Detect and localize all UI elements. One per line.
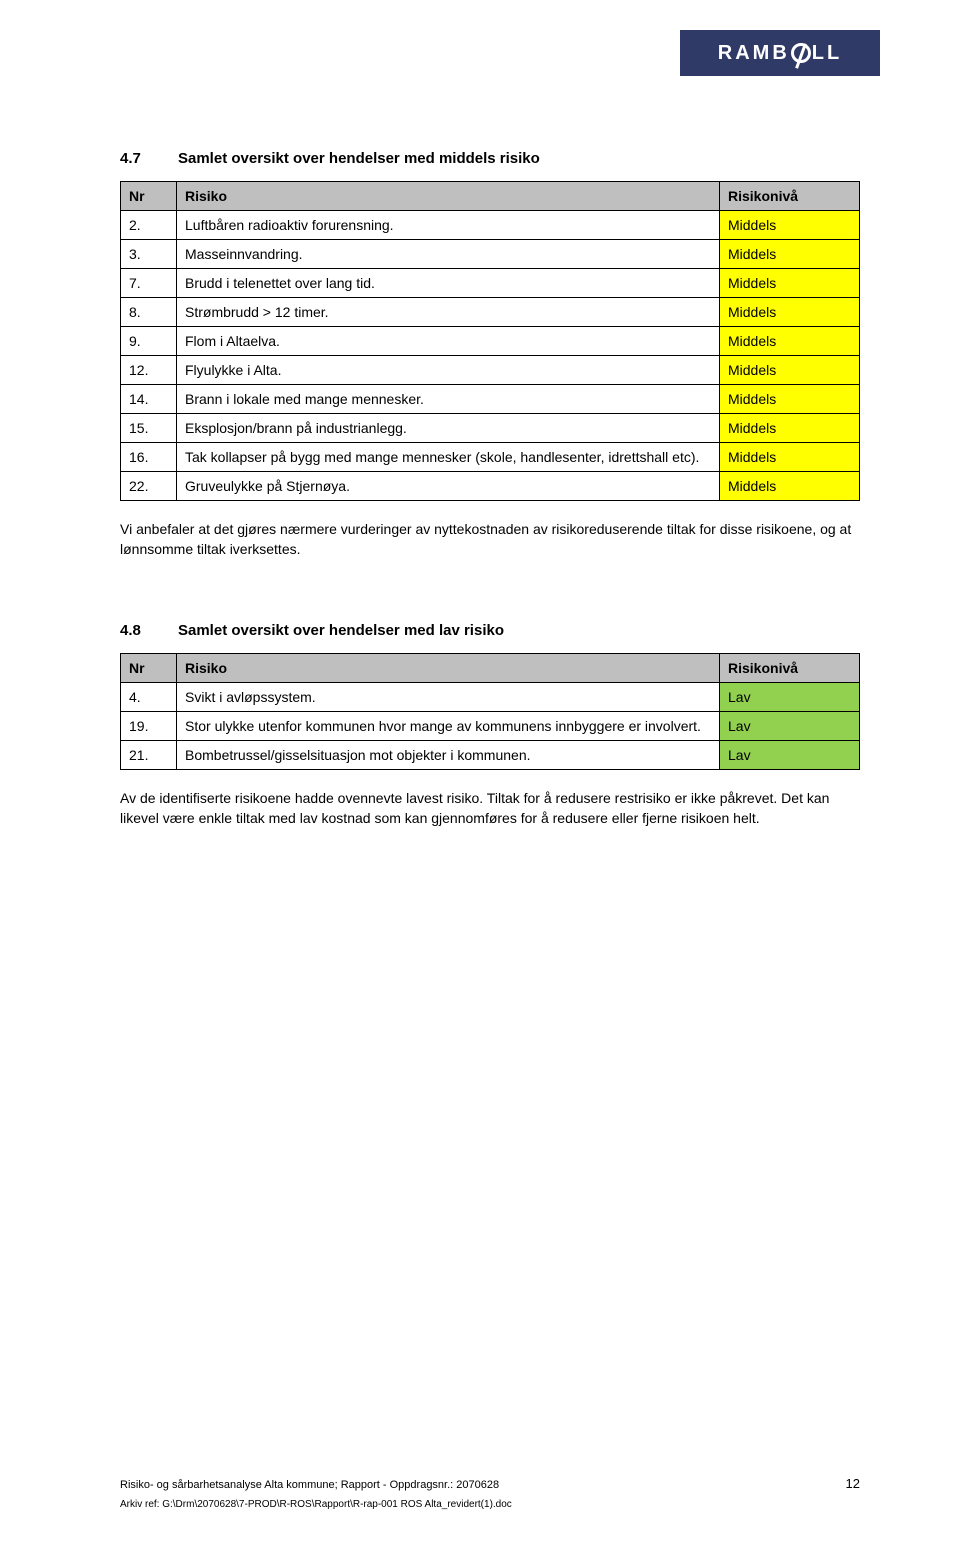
cell-nr: 15. (121, 414, 177, 443)
cell-risiko: Bombetrussel/gisselsituasjon mot objekte… (177, 740, 720, 769)
table-47: Nr Risiko Risikonivå 2.Luftbåren radioak… (120, 181, 860, 501)
cell-nivaa: Middels (720, 414, 860, 443)
cell-nivaa: Middels (720, 385, 860, 414)
table-row: 9.Flom i Altaelva.Middels (121, 327, 860, 356)
table-row: 2.Luftbåren radioaktiv forurensning.Midd… (121, 211, 860, 240)
cell-risiko: Svikt i avløpssystem. (177, 682, 720, 711)
cell-nr: 3. (121, 240, 177, 269)
cell-nivaa: Lav (720, 740, 860, 769)
cell-nivaa: Middels (720, 443, 860, 472)
cell-risiko: Eksplosjon/brann på industrianlegg. (177, 414, 720, 443)
table-47-head: Nr Risiko Risikonivå (121, 182, 860, 211)
table-48-head: Nr Risiko Risikonivå (121, 653, 860, 682)
cell-risiko: Stor ulykke utenfor kommunen hvor mange … (177, 711, 720, 740)
section-48-title: Samlet oversikt over hendelser med lav r… (178, 622, 504, 639)
table-row: 14.Brann i lokale med mange mennesker.Mi… (121, 385, 860, 414)
section-47-paragraph: Vi anbefaler at det gjøres nærmere vurde… (120, 519, 860, 560)
cell-risiko: Luftbåren radioaktiv forurensning. (177, 211, 720, 240)
table-row: 12.Flyulykke i Alta.Middels (121, 356, 860, 385)
logo-o-icon (791, 43, 811, 63)
content: 4.7 Samlet oversikt over hendelser med m… (120, 150, 860, 828)
section-48-paragraph: Av de identifiserte risikoene hadde oven… (120, 788, 860, 829)
section-48-heading: 4.8 Samlet oversikt over hendelser med l… (120, 622, 860, 639)
cell-nivaa: Middels (720, 472, 860, 501)
cell-risiko: Flyulykke i Alta. (177, 356, 720, 385)
cell-risiko: Tak kollapser på bygg med mange menneske… (177, 443, 720, 472)
footer-project-ref: Risiko- og sårbarhetsanalyse Alta kommun… (120, 1479, 499, 1491)
cell-nr: 19. (121, 711, 177, 740)
cell-risiko: Strømbrudd > 12 timer. (177, 298, 720, 327)
cell-nr: 22. (121, 472, 177, 501)
table-row: 19.Stor ulykke utenfor kommunen hvor man… (121, 711, 860, 740)
page: RAMB LL 4.7 Samlet oversikt over hendels… (0, 0, 960, 1560)
table-header-row: Nr Risiko Risikonivå (121, 182, 860, 211)
footer: Risiko- og sårbarhetsanalyse Alta kommun… (120, 1476, 860, 1510)
cell-risiko: Flom i Altaelva. (177, 327, 720, 356)
col-risiko-header: Risiko (177, 653, 720, 682)
cell-nivaa: Middels (720, 240, 860, 269)
section-48-number: 4.8 (120, 622, 156, 639)
logo-text-right: LL (812, 42, 842, 65)
table-row: 22.Gruveulykke på Stjernøya.Middels (121, 472, 860, 501)
section-47-heading: 4.7 Samlet oversikt over hendelser med m… (120, 150, 860, 167)
table-48: Nr Risiko Risikonivå 4.Svikt i avløpssys… (120, 653, 860, 770)
footer-line1: Risiko- og sårbarhetsanalyse Alta kommun… (120, 1476, 860, 1491)
table-row: 8.Strømbrudd > 12 timer.Middels (121, 298, 860, 327)
cell-nivaa: Middels (720, 298, 860, 327)
table-row: 7.Brudd i telenettet over lang tid.Midde… (121, 269, 860, 298)
cell-nr: 8. (121, 298, 177, 327)
page-number: 12 (846, 1476, 860, 1491)
section-47-number: 4.7 (120, 150, 156, 167)
cell-nr: 9. (121, 327, 177, 356)
col-nivaa-header: Risikonivå (720, 653, 860, 682)
table-header-row: Nr Risiko Risikonivå (121, 653, 860, 682)
logo-text: RAMB LL (718, 42, 842, 65)
cell-nr: 12. (121, 356, 177, 385)
cell-nivaa: Lav (720, 711, 860, 740)
cell-nivaa: Middels (720, 211, 860, 240)
section-gap (120, 600, 860, 622)
table-48-body: 4.Svikt i avløpssystem.Lav19.Stor ulykke… (121, 682, 860, 769)
cell-risiko: Brudd i telenettet over lang tid. (177, 269, 720, 298)
col-risiko-header: Risiko (177, 182, 720, 211)
table-row: 15.Eksplosjon/brann på industrianlegg.Mi… (121, 414, 860, 443)
cell-nr: 21. (121, 740, 177, 769)
cell-nr: 16. (121, 443, 177, 472)
section-47-title: Samlet oversikt over hendelser med midde… (178, 150, 540, 167)
cell-nivaa: Middels (720, 269, 860, 298)
table-row: 16.Tak kollapser på bygg med mange menne… (121, 443, 860, 472)
cell-nr: 14. (121, 385, 177, 414)
table-row: 4.Svikt i avløpssystem.Lav (121, 682, 860, 711)
footer-archive-ref: Arkiv ref: G:\Drm\2070628\7-PROD\R-ROS\R… (120, 1499, 860, 1510)
table-row: 3.Masseinnvandring.Middels (121, 240, 860, 269)
cell-nivaa: Middels (720, 356, 860, 385)
cell-nr: 2. (121, 211, 177, 240)
cell-risiko: Masseinnvandring. (177, 240, 720, 269)
cell-nivaa: Lav (720, 682, 860, 711)
col-nr-header: Nr (121, 653, 177, 682)
col-nr-header: Nr (121, 182, 177, 211)
table-47-body: 2.Luftbåren radioaktiv forurensning.Midd… (121, 211, 860, 501)
ramboll-logo: RAMB LL (680, 30, 880, 76)
cell-nr: 4. (121, 682, 177, 711)
cell-risiko: Gruveulykke på Stjernøya. (177, 472, 720, 501)
cell-risiko: Brann i lokale med mange mennesker. (177, 385, 720, 414)
logo-text-left: RAMB (718, 42, 790, 65)
table-row: 21.Bombetrussel/gisselsituasjon mot obje… (121, 740, 860, 769)
cell-nivaa: Middels (720, 327, 860, 356)
col-nivaa-header: Risikonivå (720, 182, 860, 211)
cell-nr: 7. (121, 269, 177, 298)
